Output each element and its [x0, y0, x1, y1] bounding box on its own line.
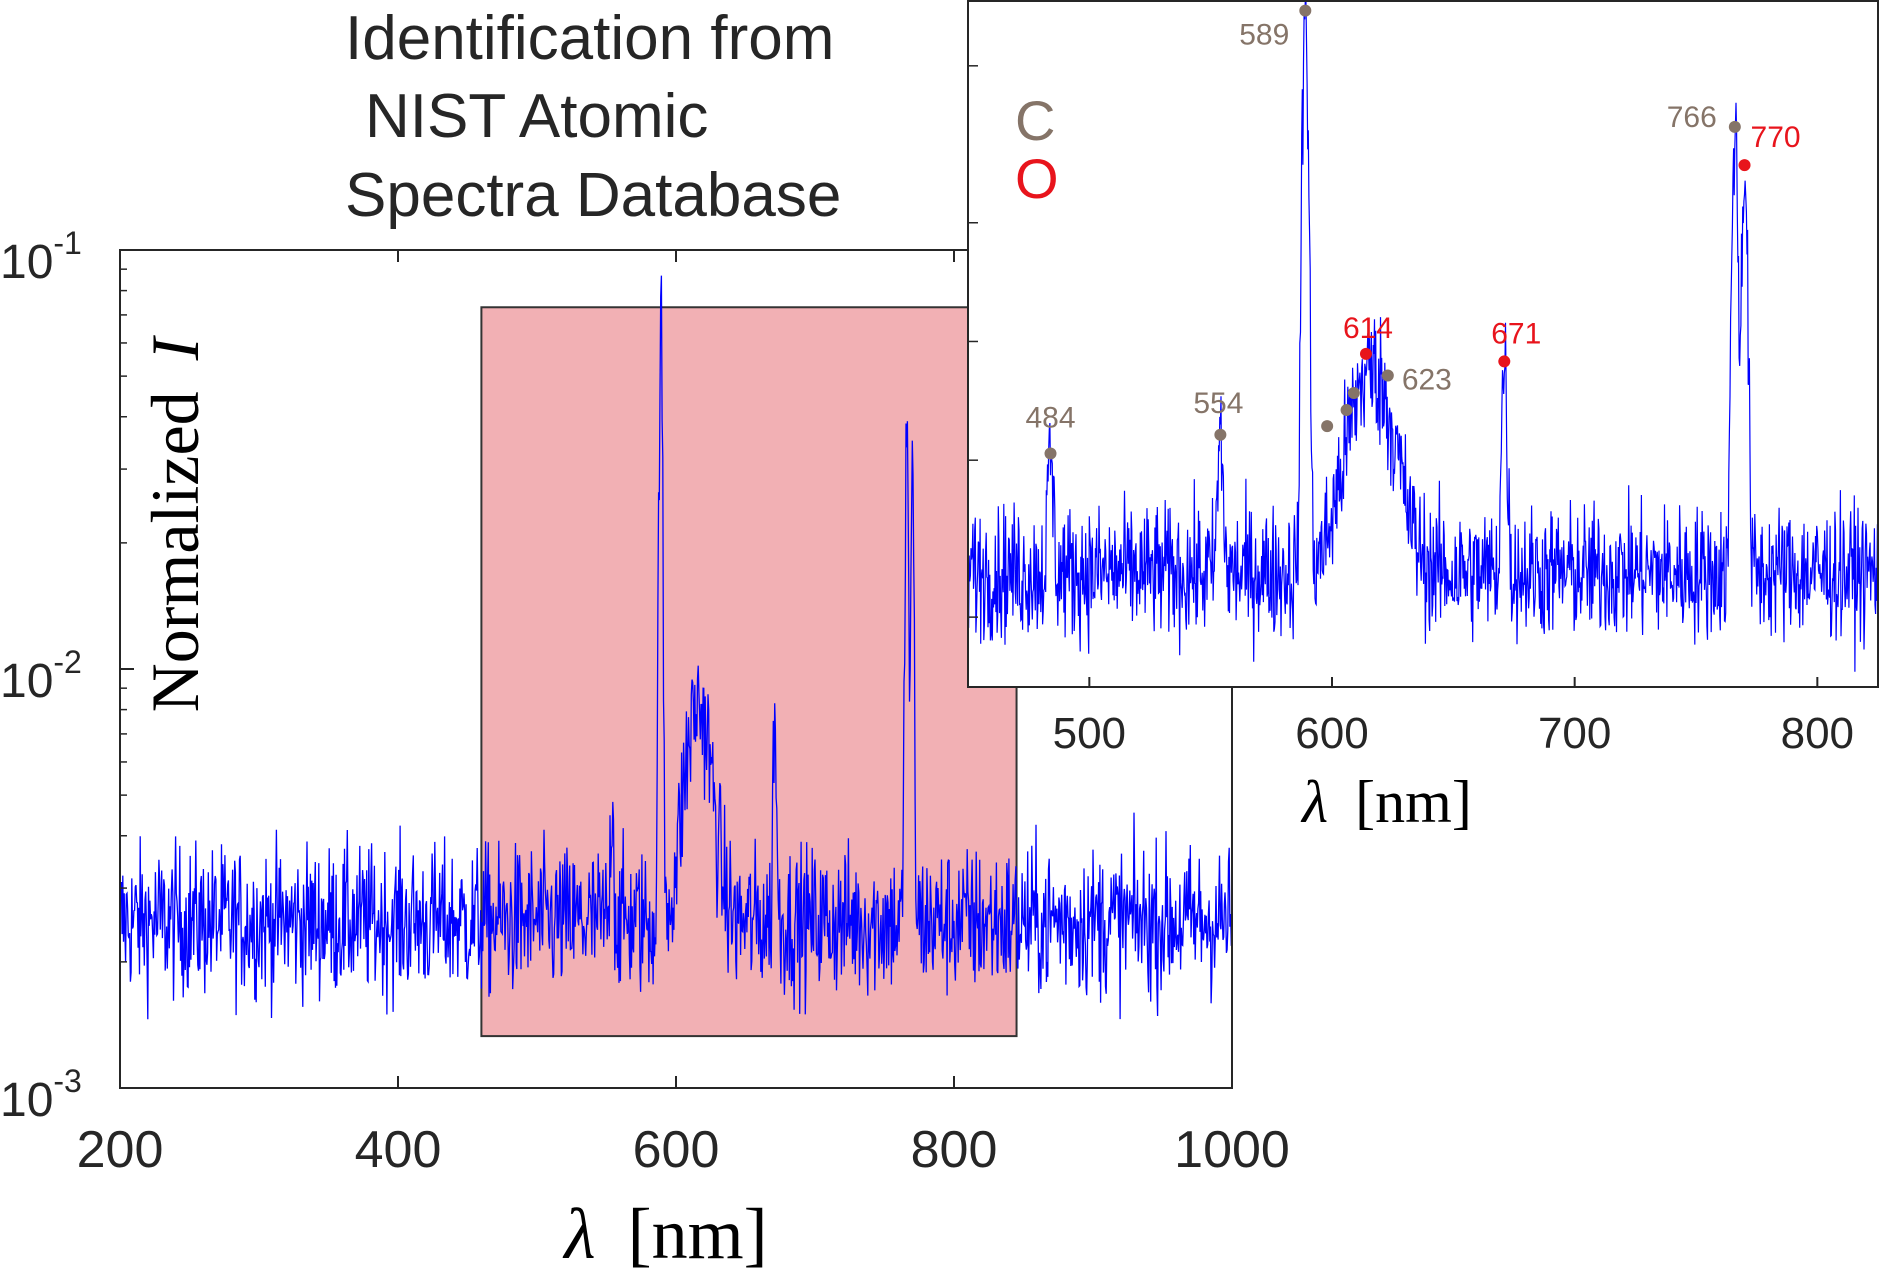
peak-marker-671 — [1498, 355, 1511, 368]
main-y-axis-label: Normalized I — [137, 334, 213, 712]
peak-marker-766 — [1728, 120, 1741, 133]
main-x-tick-label: 800 — [911, 1121, 998, 1179]
peak-marker-554 — [1214, 428, 1227, 441]
peak-marker-598 — [1321, 420, 1334, 433]
y-tick-exponent: -3 — [53, 1063, 81, 1099]
peak-label-554: 554 — [1193, 387, 1243, 420]
peak-marker-770 — [1738, 159, 1751, 172]
y-tick-mantissa: 10 — [0, 236, 53, 289]
inset-x-symbol: λ — [1300, 769, 1328, 835]
peak-marker-609 — [1347, 387, 1360, 400]
main-x-tick-label: 400 — [355, 1121, 442, 1179]
y-tick-mantissa: 10 — [0, 655, 53, 708]
main-y-symbol: I — [137, 334, 213, 361]
peak-label-589: 589 — [1239, 19, 1289, 52]
main-x-tick-label: 600 — [633, 1121, 720, 1179]
peak-marker-606 — [1340, 404, 1353, 417]
title-line-1: Identification from — [345, 4, 835, 73]
inset-x-ticks: 500 600 700 800 — [1053, 677, 1854, 758]
y-tick-exponent: -2 — [53, 644, 81, 680]
y-tick-mantissa: 10 — [0, 1074, 53, 1127]
inset-plot-frame — [967, 0, 1879, 688]
main-x-tick-label: 1000 — [1174, 1121, 1290, 1179]
peak-label-770: 770 — [1751, 121, 1801, 154]
inset-y-ticks — [968, 65, 978, 618]
inset-x-tick-label: 800 — [1781, 709, 1854, 758]
main-y-ticks: 10-310-210-1 — [0, 225, 134, 1127]
main-series-group — [119, 275, 1233, 1020]
peak-marker-623 — [1381, 369, 1394, 382]
inset-x-tick-label: 600 — [1295, 709, 1368, 758]
peak-label-614: 614 — [1343, 312, 1393, 345]
title-line-3: Spectra Database — [345, 161, 842, 230]
main-x-unit: [nm] — [628, 1194, 768, 1274]
inset-x-tick-label: 700 — [1538, 709, 1611, 758]
inset-spectrum-line — [967, 0, 1879, 672]
peak-marker-614 — [1359, 347, 1372, 360]
inset-annotations: 484 554 589 614 623 671 766 770 — [1025, 4, 1801, 460]
peak-label-484: 484 — [1025, 401, 1075, 434]
main-y-tick-label: 10-3 — [0, 1063, 82, 1127]
main-y-tick-label: 10-2 — [0, 644, 82, 708]
main-x-axis-label: λ [nm] — [562, 1194, 767, 1274]
legend-oxygen: O — [1015, 147, 1059, 210]
main-spectrum-line — [119, 275, 1233, 1020]
main-x-ticks: 200 400 600 800 1000 — [77, 250, 1290, 1179]
inset-series-group — [967, 0, 1879, 672]
main-y-tick-label: 10-1 — [0, 225, 82, 289]
peak-marker-484 — [1044, 447, 1057, 460]
peak-label-623: 623 — [1402, 363, 1452, 396]
inset-x-axis-label: λ [nm] — [1300, 769, 1472, 835]
main-x-tick-label: 200 — [77, 1121, 164, 1179]
main-y-label-text: Normalized — [137, 391, 213, 712]
inset-x-unit: [nm] — [1355, 769, 1472, 835]
main-x-symbol: λ — [562, 1194, 595, 1274]
title-line-2: NIST Atomic — [365, 82, 709, 151]
peak-label-766: 766 — [1667, 101, 1717, 134]
inset-x-tick-label: 500 — [1053, 709, 1126, 758]
peak-label-671: 671 — [1491, 317, 1541, 350]
y-tick-exponent: -1 — [53, 225, 81, 261]
peak-marker-589 — [1299, 4, 1312, 17]
legend-carbon: C — [1015, 89, 1055, 152]
